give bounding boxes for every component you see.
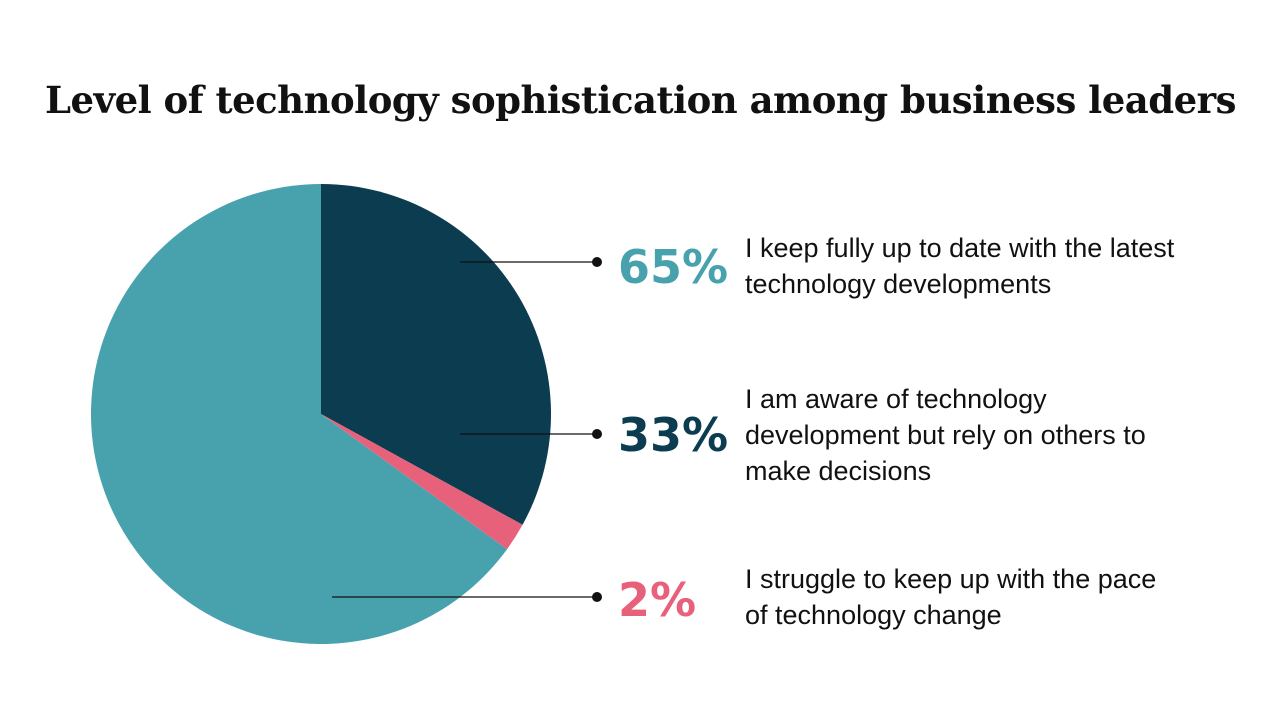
slice-value-label-fully-up-to-date: 65% — [618, 240, 729, 294]
chart-title: Level of technology sophistication among… — [45, 78, 1236, 122]
slice-value-label-struggle-to-keep-up: 2% — [618, 573, 697, 627]
slice-description-aware-rely-on-others: I am aware of technology development but… — [745, 384, 1146, 486]
slice-description-struggle-to-keep-up: I struggle to keep up with the pace of t… — [745, 564, 1157, 630]
leader-dot — [592, 257, 602, 267]
slice-description-fully-up-to-date: I keep fully up to date with the latest … — [745, 233, 1175, 299]
pie-slice-aware-rely-on-others — [321, 184, 551, 525]
pie-slice-fully-up-to-date — [90, 184, 508, 644]
leader-dot — [592, 429, 602, 439]
slice-value-label-aware-rely-on-others: 33% — [618, 408, 729, 462]
pie-slice-struggle-to-keep-up — [321, 414, 523, 550]
leader-dot — [592, 592, 602, 602]
